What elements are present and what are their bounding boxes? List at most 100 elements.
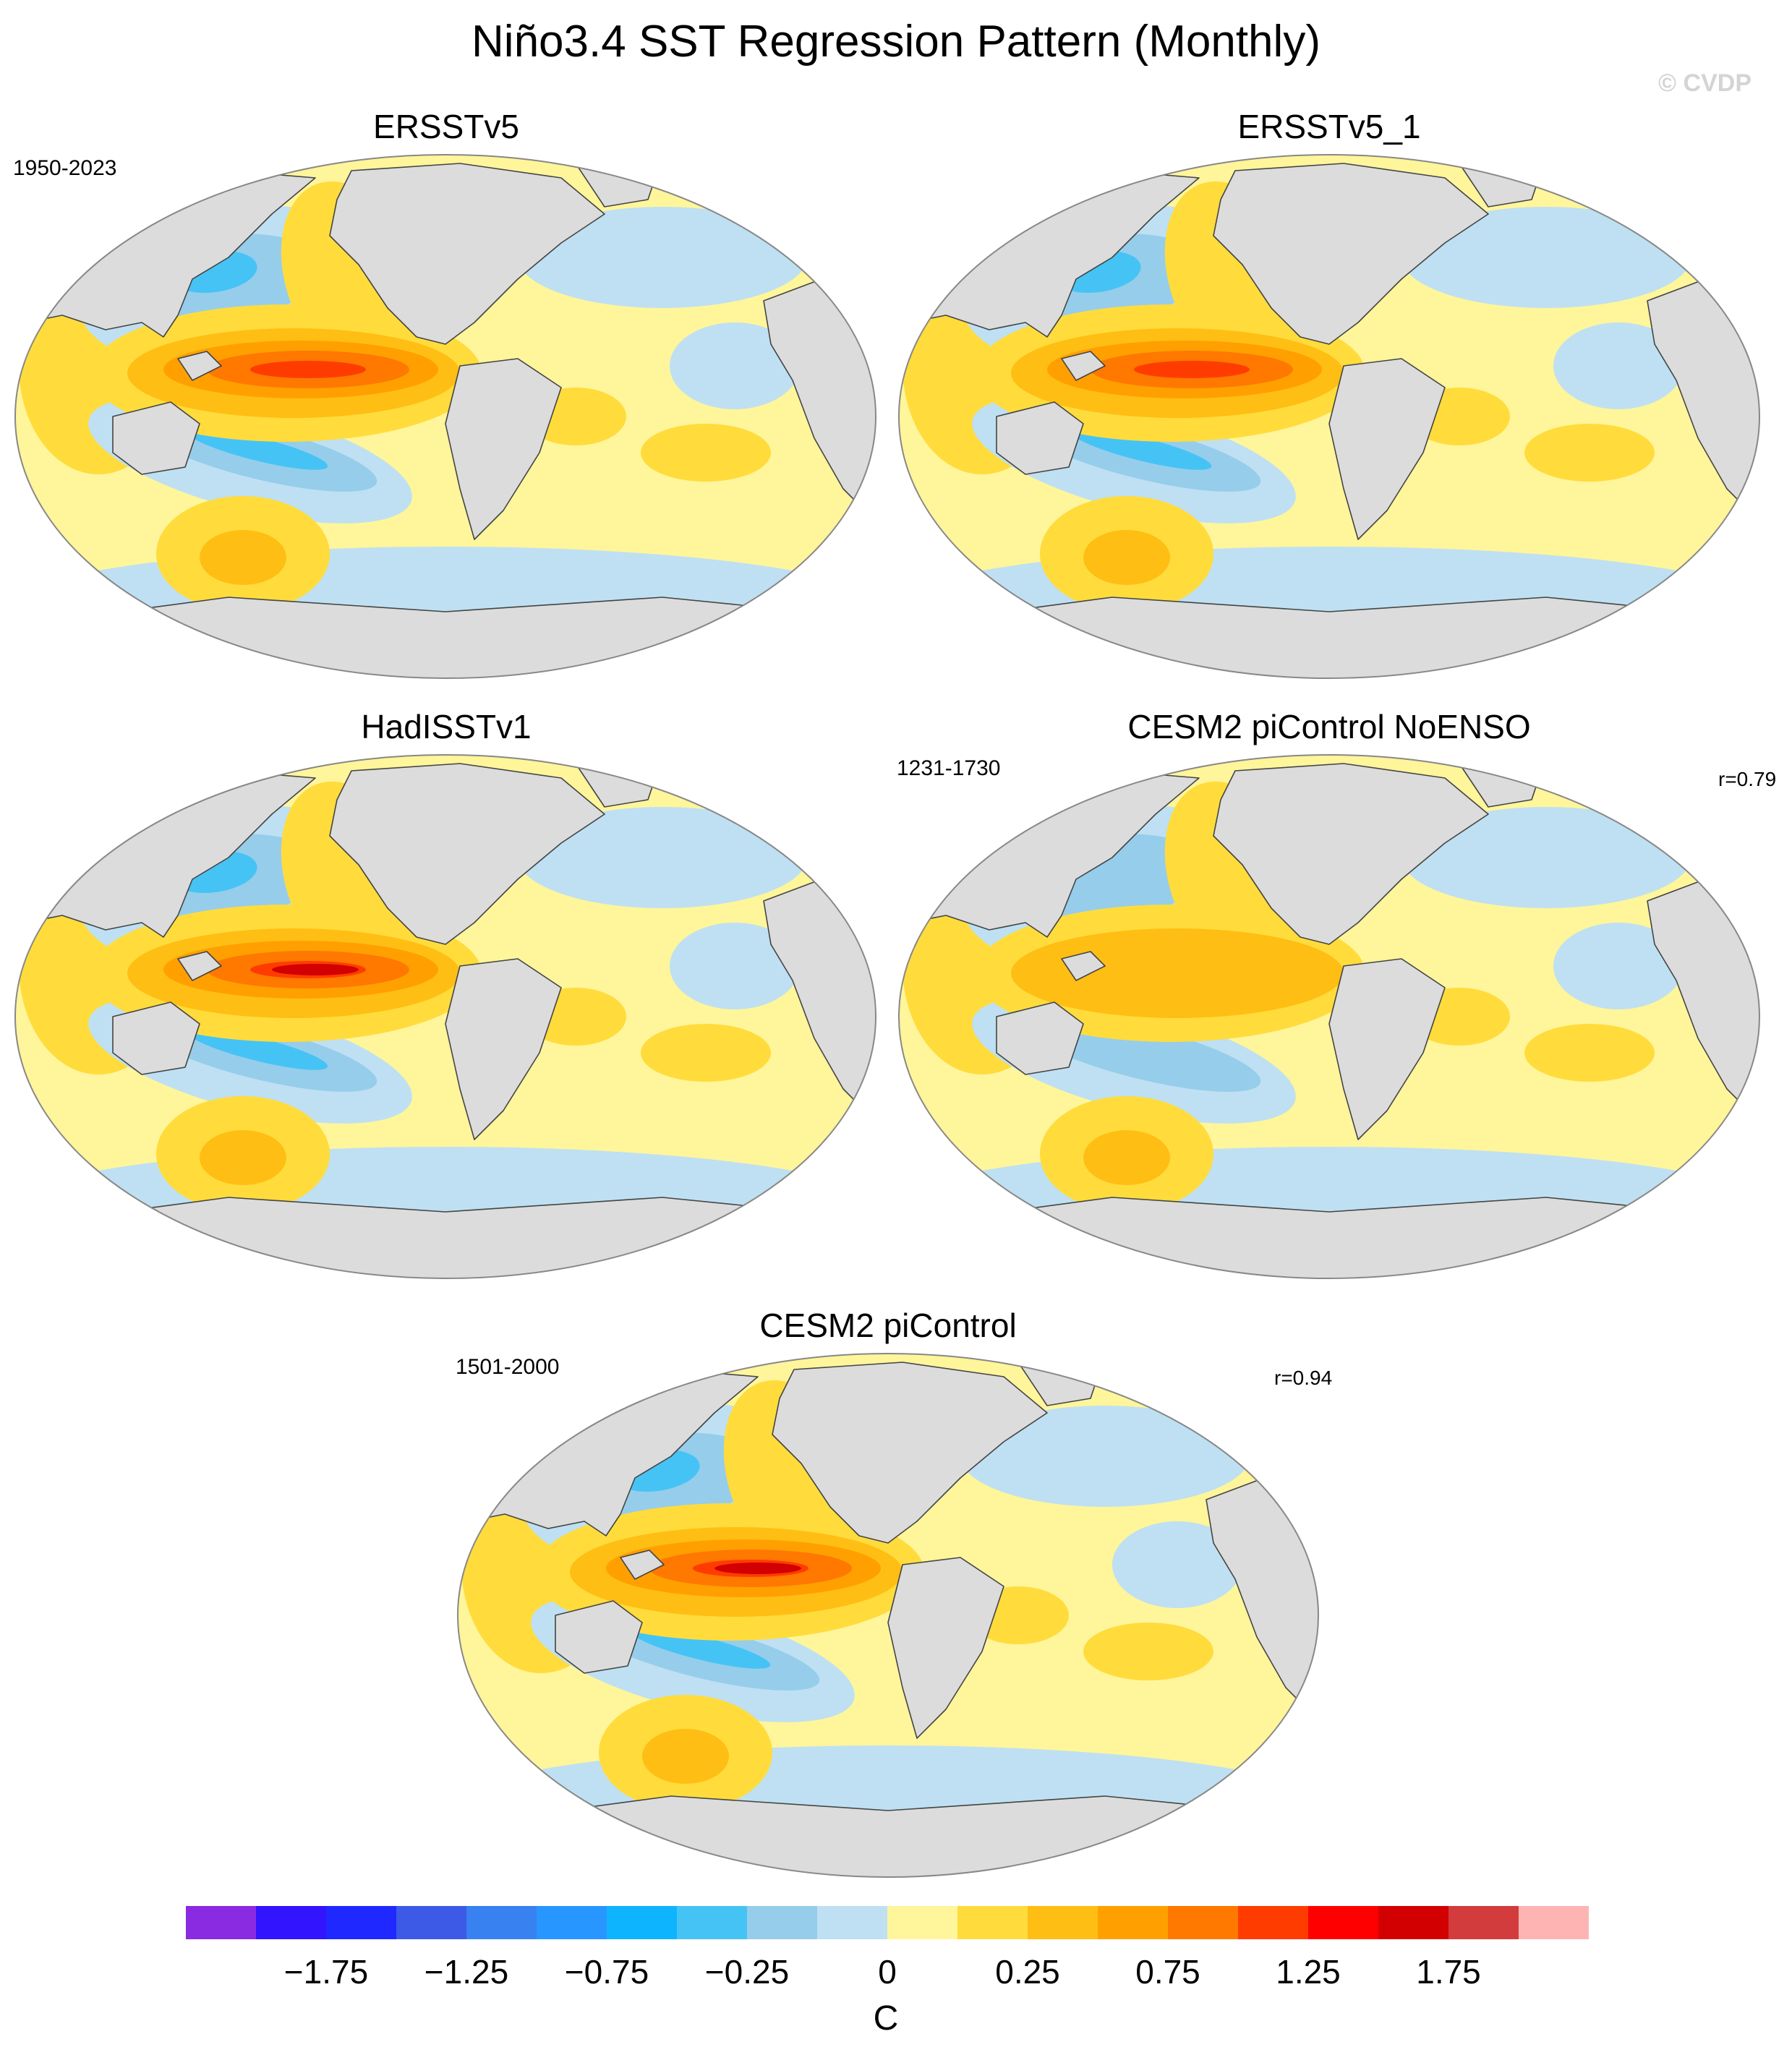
maritime-continent-landmass (177, 951, 222, 981)
map-outline (14, 754, 876, 1279)
colorbar-swatch (677, 1906, 747, 1939)
south-pacific-warm-core (1083, 1130, 1170, 1185)
south-pacific-warm-core (1083, 530, 1170, 585)
colorbar-swatch (326, 1906, 396, 1939)
australia-landmass (112, 1001, 200, 1075)
panel-years-4: 1231-1730 (897, 756, 1001, 780)
panel-corr-4: r=0.79 (1718, 768, 1777, 790)
south-pacific-cool-core (187, 1028, 328, 1070)
colorbar-tick-label: 0 (878, 1953, 897, 1991)
australia-landmass (996, 401, 1084, 475)
map-panel-3 (14, 754, 876, 1279)
south-pacific-cool-core (629, 1627, 771, 1669)
colorbar-swatch (396, 1906, 466, 1939)
south-pacific-cool-core (1070, 428, 1212, 470)
enso-tongue-peak (1134, 361, 1250, 378)
maritime-continent-landmass (1061, 351, 1106, 381)
map-panel-4 (898, 754, 1760, 1279)
sst-field (899, 755, 1759, 1278)
figure-title: Niño3.4 SST Regression Pattern (Monthly) (472, 17, 1320, 67)
panel-title-2: ERSSTv5_1 (1237, 108, 1421, 145)
panel-title-4: CESM2 piControl NoENSO (1127, 708, 1531, 745)
south-america-landmass (887, 1557, 1004, 1739)
map-outline (898, 754, 1760, 1279)
atlantic-anomaly (1112, 1521, 1242, 1608)
colorbar-swatch (747, 1906, 817, 1939)
north-america-landmass (329, 763, 605, 945)
maritime-continent-landmass (620, 1550, 665, 1580)
panel-title-1: ERSSTv5 (373, 108, 519, 145)
sst-field (15, 755, 876, 1278)
panel-years-5: 1501-2000 (456, 1355, 560, 1379)
colorbar-tick-label: 0.75 (1135, 1953, 1200, 1991)
atlantic-anomaly (1553, 322, 1684, 409)
north-america-landmass (772, 1362, 1048, 1544)
australia-landmass (555, 1600, 643, 1674)
map-outline (14, 154, 876, 679)
colorbar-tick-label: −1.75 (283, 1953, 369, 1991)
south-pacific-warm-core (200, 1130, 286, 1185)
colorbar-swatch (887, 1906, 957, 1939)
colorbar-tick-label: −0.75 (564, 1953, 649, 1991)
colorbar-swatch (1028, 1906, 1098, 1939)
north-atlantic-anomaly (518, 207, 807, 308)
north-atlantic-anomaly (960, 1406, 1250, 1507)
south-atlantic-warm (1524, 424, 1655, 482)
colorbar-swatch (1098, 1906, 1168, 1939)
colorbar-tick-label: 0.25 (995, 1953, 1060, 1991)
map-panel-5 (457, 1353, 1319, 1878)
colorbar-swatch (607, 1906, 677, 1939)
north-america-landmass (1213, 763, 1489, 945)
south-america-landmass (1328, 358, 1446, 540)
enso-tongue-peak (250, 361, 366, 378)
south-atlantic-warm (1524, 1024, 1655, 1082)
panel-title-3: HadISSTv1 (361, 708, 532, 745)
south-pacific-cool-core (187, 428, 328, 470)
watermark: © CVDP (1658, 69, 1752, 97)
south-america-landmass (445, 358, 562, 540)
map-panel-1 (14, 154, 876, 679)
sst-field (899, 155, 1759, 678)
enso-tongue-inner (1047, 941, 1322, 999)
north-america-landmass (329, 163, 605, 345)
north-atlantic-anomaly (1401, 807, 1691, 908)
atlantic-anomaly (1553, 923, 1684, 1009)
south-pacific-warm-core (200, 530, 286, 585)
enso-tongue-max (272, 964, 359, 975)
north-atlantic-anomaly (1401, 207, 1691, 308)
colorbar-unit: C (873, 1999, 899, 2038)
south-atlantic-warm (1083, 1623, 1213, 1680)
colorbar-swatch (186, 1906, 256, 1939)
map-outline (457, 1353, 1319, 1878)
panel-corr-5: r=0.94 (1274, 1367, 1333, 1389)
north-atlantic-anomaly (518, 807, 807, 908)
north-america-landmass (1213, 163, 1489, 345)
colorbar-swatch (256, 1906, 326, 1939)
colorbar-tick-label: −0.25 (704, 1953, 790, 1991)
south-pacific-warm-core (642, 1729, 729, 1784)
colorbar-tick-label: 1.25 (1276, 1953, 1341, 1991)
colorbar-swatch (1168, 1906, 1238, 1939)
south-america-landmass (1328, 958, 1446, 1140)
sst-field (15, 155, 876, 678)
colorbar-swatch (817, 1906, 887, 1939)
colorbar-swatch (1519, 1906, 1589, 1939)
colorbar-tick-label: −1.25 (424, 1953, 509, 1991)
south-atlantic-warm (641, 424, 771, 482)
enso-tongue-max (714, 1563, 801, 1574)
australia-landmass (112, 401, 200, 475)
maritime-continent-landmass (177, 351, 222, 381)
colorbar-swatch (1378, 1906, 1448, 1939)
south-america-landmass (445, 958, 562, 1140)
atlantic-anomaly (670, 923, 800, 1009)
colorbar-tick-label: 1.75 (1416, 1953, 1481, 1991)
colorbar-swatch (1448, 1906, 1519, 1939)
colorbar-swatch (957, 1906, 1028, 1939)
atlantic-anomaly (670, 322, 800, 409)
colorbar-swatch (466, 1906, 537, 1939)
australia-landmass (996, 1001, 1084, 1075)
south-atlantic-warm (641, 1024, 771, 1082)
map-panel-2 (898, 154, 1760, 679)
sst-field (458, 1354, 1318, 1877)
map-outline (898, 154, 1760, 679)
